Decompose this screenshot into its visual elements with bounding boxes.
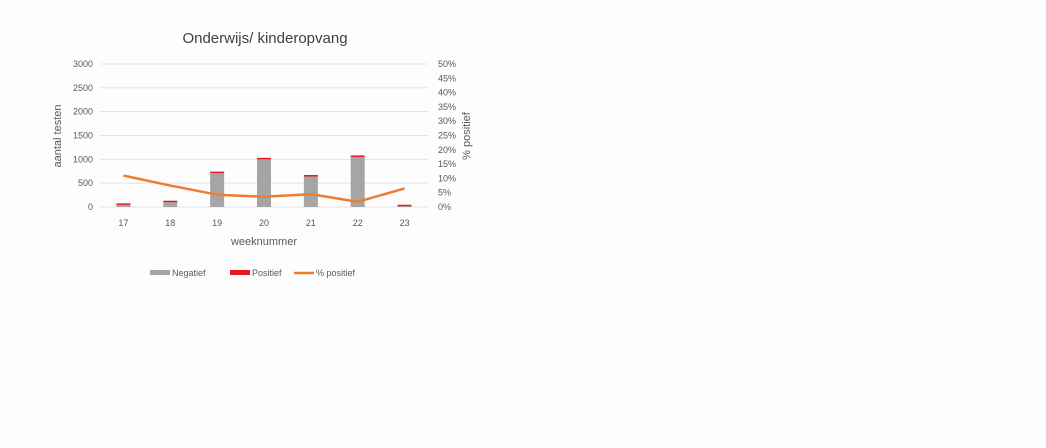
y-axis-title: aantal testen — [52, 105, 64, 168]
y2-tick-label: 20% — [438, 145, 456, 155]
x-axis-title: weeknummer — [230, 236, 297, 248]
bar-negatief — [163, 202, 178, 207]
y2-tick-label: 30% — [438, 116, 456, 126]
y2-tick-label: 5% — [438, 188, 451, 198]
bar-negatief — [397, 206, 412, 207]
x-tick-label: 20 — [259, 218, 269, 228]
right-axis-ticks: 0% 5% 10% 15% 20% 25% 30% 35% 40% 45% 50% — [438, 59, 456, 212]
x-tick-label: 22 — [353, 218, 363, 228]
y2-tick-label: 15% — [438, 159, 456, 169]
x-tick-label: 19 — [212, 218, 222, 228]
x-axis-ticks: 17 18 19 20 21 22 23 — [118, 218, 409, 228]
bar-negatief — [116, 204, 131, 207]
bar-positief — [257, 157, 271, 160]
legend: Negatief Positief % positief — [150, 268, 356, 278]
left-axis-ticks: 0 500 1000 1500 2000 2500 3000 — [73, 59, 93, 212]
chart-title: Onderwijs/ kinderopvang — [182, 30, 347, 47]
y-tick-label: 3000 — [73, 59, 93, 69]
x-tick-label: 21 — [306, 218, 316, 228]
y-tick-label: 0 — [88, 202, 93, 212]
legend-swatch — [150, 270, 170, 275]
bar-positief — [116, 203, 131, 205]
bar-negatief — [257, 159, 271, 207]
legend-label: Positief — [252, 268, 282, 278]
y2-tick-label: 40% — [438, 88, 456, 98]
y-tick-label: 1500 — [73, 131, 93, 141]
y2-tick-label: 10% — [438, 173, 456, 183]
bar-negatief — [350, 156, 365, 207]
chart-container: Onderwijs/ kinderopvang 0 500 1000 1500 2000… — [0, 0, 480, 300]
y2-tick-label: 35% — [438, 102, 456, 112]
bar-negatief — [303, 176, 318, 207]
line-percent-positief — [123, 174, 405, 204]
bar-series — [116, 155, 412, 207]
bar-positief — [163, 200, 178, 203]
bar-positief — [397, 204, 412, 207]
y2-tick-label: 50% — [438, 59, 456, 69]
line-series — [123, 174, 405, 204]
x-tick-label: 23 — [400, 218, 410, 228]
x-tick-label: 18 — [165, 218, 175, 228]
bar-positief — [303, 174, 318, 177]
x-tick-label: 17 — [118, 218, 128, 228]
y2-axis-title: % positief — [461, 111, 473, 160]
y2-tick-label: 0% — [438, 202, 451, 212]
legend-swatch — [230, 270, 250, 275]
y2-tick-label: 45% — [438, 73, 456, 83]
bar-positief — [210, 171, 225, 174]
legend-label: % positief — [316, 268, 356, 278]
bar-positief — [350, 155, 365, 157]
chart-svg: Onderwijs/ kinderopvang 0 500 1000 1500 2000… — [52, 30, 473, 278]
legend-label: Negatief — [172, 268, 206, 278]
bar-negatief — [210, 173, 225, 207]
y-tick-label: 1000 — [73, 154, 93, 164]
y-tick-label: 500 — [78, 178, 93, 188]
y-tick-label: 2000 — [73, 107, 93, 117]
y-tick-label: 2500 — [73, 83, 93, 93]
y2-tick-label: 25% — [438, 131, 456, 141]
